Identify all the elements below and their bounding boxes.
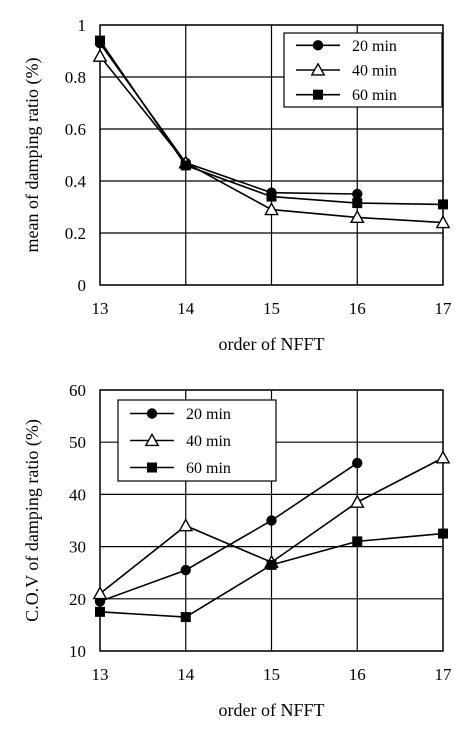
y-tick-label: 1 <box>78 16 87 35</box>
y-tick-label: 10 <box>69 642 86 661</box>
legend: 20 min 40 min 60 min <box>117 399 277 482</box>
data-point <box>92 585 108 600</box>
y-tick-label: 60 <box>69 381 86 400</box>
y-tick-label: 50 <box>69 433 86 452</box>
x-tick-label: 16 <box>349 665 366 684</box>
x-axis-label: order of NFFT <box>219 700 325 720</box>
series-60-min <box>95 528 448 623</box>
x-tick-label: 16 <box>349 299 366 318</box>
data-point <box>264 201 279 216</box>
data-point <box>438 199 448 210</box>
data-point <box>180 612 191 623</box>
x-tick-label: 15 <box>263 665 280 684</box>
legend-marker <box>312 40 324 51</box>
data-point <box>92 48 108 62</box>
data-point <box>95 35 105 46</box>
legend-label: 20 min <box>352 38 397 55</box>
plot-frame <box>99 389 444 652</box>
x-tick-label: 14 <box>177 665 195 684</box>
series-60-min <box>95 35 448 210</box>
legend: 20 min 40 min 60 min <box>283 32 443 108</box>
data-point <box>266 515 277 526</box>
data-point <box>352 536 363 547</box>
legend-marker <box>144 432 160 447</box>
legend-label: 60 min <box>186 460 231 477</box>
y-tick-label: 0.6 <box>65 120 86 139</box>
y-tick-label: 0.8 <box>65 68 86 87</box>
data-point <box>349 494 365 508</box>
data-point <box>180 564 191 576</box>
y-tick-label: 30 <box>69 538 86 557</box>
legend-label: 20 min <box>186 406 231 423</box>
data-point <box>180 160 191 171</box>
legend-label: 40 min <box>352 63 397 80</box>
data-point <box>352 198 363 209</box>
legend-marker <box>310 62 326 76</box>
data-point <box>352 457 363 469</box>
y-axis-label: C.O.V of damping ratio (%) <box>22 419 43 622</box>
y-tick-label: 40 <box>69 485 86 504</box>
series-line <box>99 462 358 603</box>
data-point <box>95 606 105 617</box>
legend-marker <box>147 462 157 473</box>
x-tick-label: 13 <box>92 665 109 684</box>
plot-frame <box>99 24 444 286</box>
legend-label: 60 min <box>352 87 397 104</box>
y-tick-label: 0.4 <box>65 172 87 191</box>
data-point <box>349 209 365 224</box>
legend-marker <box>313 89 323 100</box>
y-tick-label: 0 <box>78 276 87 295</box>
x-tick-label: 13 <box>92 299 109 318</box>
x-tick-label: 17 <box>435 299 453 318</box>
series-20-min <box>94 457 363 607</box>
chart-2: 10 20 30 40 50 60 13 14 15 16 17 order of NFFT C.O.V… <box>22 381 452 720</box>
y-axis-label: mean of damping ratio (%) <box>22 58 43 253</box>
y-tick-label: 0.2 <box>65 224 86 243</box>
data-point <box>266 559 277 570</box>
x-tick-label: 14 <box>177 299 195 318</box>
data-point <box>266 191 277 202</box>
data-point <box>352 188 363 200</box>
chart-1: 0 0.2 0.4 0.6 0.8 1 13 14 15 16 17 order of NFFT mea… <box>22 16 452 354</box>
x-tick-label: 17 <box>435 665 453 684</box>
data-point <box>178 518 194 532</box>
x-tick-label: 15 <box>263 299 280 318</box>
y-tick-label: 20 <box>69 590 86 609</box>
data-point <box>435 214 451 229</box>
x-axis-label: order of NFFT <box>219 334 325 354</box>
legend-marker <box>146 408 158 419</box>
data-point <box>435 450 451 464</box>
data-point <box>438 528 448 539</box>
legend-label: 40 min <box>186 433 231 450</box>
